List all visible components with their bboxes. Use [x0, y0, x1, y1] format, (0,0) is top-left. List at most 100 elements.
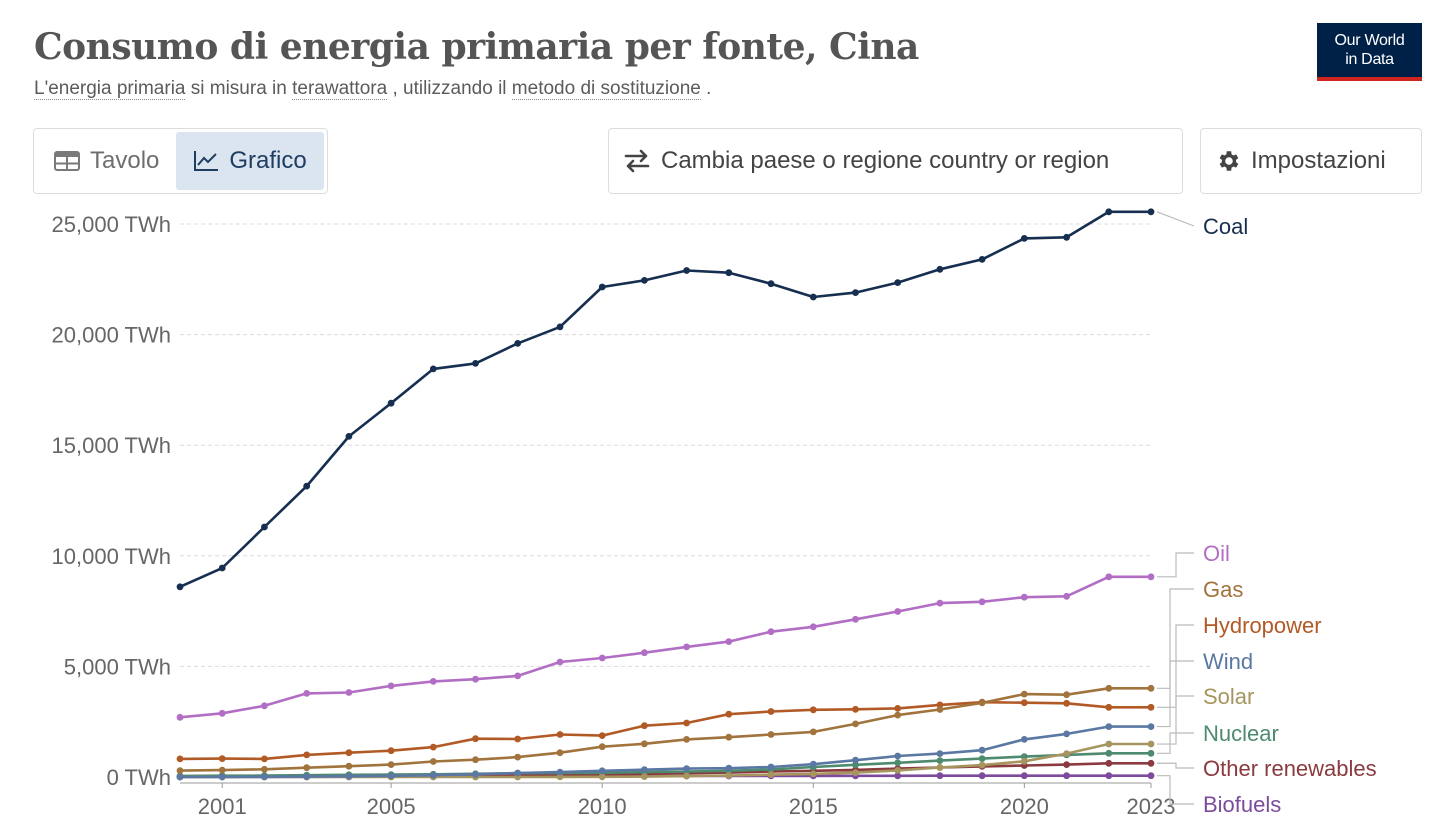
series-line-nuclear[interactable]: [179, 751, 1151, 778]
data-point-oil[interactable]: [767, 628, 775, 636]
series-label-hydropower[interactable]: Hydropower: [1203, 613, 1322, 638]
data-point-coal[interactable]: [556, 323, 564, 331]
data-point-wind[interactable]: [556, 768, 564, 776]
data-point-gas[interactable]: [1063, 691, 1070, 699]
data-point-gas[interactable]: [176, 767, 184, 774]
data-point-hydropower[interactable]: [514, 735, 522, 743]
data-point-hydropower[interactable]: [809, 706, 817, 714]
data-point-hydropower[interactable]: [1063, 699, 1070, 707]
data-point-solar[interactable]: [936, 764, 944, 771]
data-point-solar[interactable]: [556, 773, 564, 781]
series-label-other-renewables[interactable]: Other renewables: [1203, 756, 1377, 781]
data-point-wind[interactable]: [767, 763, 775, 771]
data-point-coal[interactable]: [514, 340, 522, 347]
data-point-solar[interactable]: [641, 773, 648, 780]
data-point-coal[interactable]: [894, 279, 902, 286]
data-point-wind[interactable]: [725, 764, 733, 772]
data-point-gas[interactable]: [556, 749, 564, 757]
data-point-oil[interactable]: [1020, 593, 1028, 601]
method-link[interactable]: metodo di sostituzione: [511, 78, 701, 100]
data-point-gas[interactable]: [261, 765, 268, 773]
data-point-wind[interactable]: [978, 746, 986, 754]
data-point-oil[interactable]: [1105, 573, 1113, 581]
data-point-nuclear[interactable]: [1147, 749, 1155, 757]
data-point-biofuels[interactable]: [1147, 772, 1155, 780]
data-point-coal[interactable]: [936, 265, 944, 273]
data-point-gas[interactable]: [1020, 690, 1028, 698]
data-point-wind[interactable]: [598, 767, 606, 775]
data-point-gas[interactable]: [725, 733, 733, 741]
data-point-other-renewables[interactable]: [1063, 761, 1070, 768]
data-point-coal[interactable]: [725, 269, 733, 277]
data-point-gas[interactable]: [429, 758, 437, 765]
data-point-coal[interactable]: [472, 360, 479, 367]
data-point-solar[interactable]: [683, 772, 690, 780]
data-point-gas[interactable]: [894, 711, 902, 719]
data-point-wind[interactable]: [936, 750, 944, 757]
data-point-gas[interactable]: [978, 699, 986, 707]
data-point-coal[interactable]: [1063, 233, 1070, 241]
data-point-other-renewables[interactable]: [1147, 759, 1155, 767]
data-point-hydropower[interactable]: [1105, 703, 1113, 711]
data-point-gas[interactable]: [472, 756, 479, 764]
data-point-solar[interactable]: [894, 767, 902, 774]
data-point-coal[interactable]: [641, 277, 648, 284]
data-point-nuclear[interactable]: [894, 759, 902, 767]
data-point-biofuels[interactable]: [1063, 772, 1070, 780]
settings-button[interactable]: Impostazioni: [1200, 128, 1422, 194]
data-point-wind[interactable]: [345, 772, 353, 780]
data-point-wind[interactable]: [261, 773, 268, 781]
data-point-gas[interactable]: [598, 743, 606, 751]
data-point-wind[interactable]: [387, 772, 395, 780]
data-point-oil[interactable]: [598, 654, 606, 662]
data-point-coal[interactable]: [218, 564, 226, 572]
data-point-gas[interactable]: [218, 766, 226, 774]
data-point-coal[interactable]: [978, 256, 986, 263]
data-point-wind[interactable]: [809, 760, 817, 768]
data-point-coal[interactable]: [852, 289, 859, 296]
series-label-wind[interactable]: Wind: [1203, 649, 1253, 674]
data-point-biofuels[interactable]: [936, 772, 944, 780]
data-point-wind[interactable]: [683, 765, 690, 772]
data-point-gas[interactable]: [1105, 684, 1113, 692]
data-point-gas[interactable]: [767, 731, 775, 738]
data-point-oil[interactable]: [725, 638, 733, 645]
data-point-wind[interactable]: [514, 769, 522, 777]
data-point-oil[interactable]: [303, 690, 311, 697]
tab-chart[interactable]: Grafico: [176, 132, 324, 190]
series-label-gas[interactable]: Gas: [1203, 577, 1243, 602]
data-point-oil[interactable]: [641, 649, 648, 657]
series-line-wind[interactable]: [179, 725, 1151, 779]
data-point-hydropower[interactable]: [1147, 703, 1155, 711]
data-point-solar[interactable]: [725, 772, 733, 779]
data-point-hydropower[interactable]: [852, 705, 859, 713]
data-point-oil[interactable]: [852, 615, 859, 623]
series-label-coal[interactable]: Coal: [1203, 214, 1248, 239]
data-point-solar[interactable]: [1063, 750, 1070, 757]
data-point-coal[interactable]: [429, 365, 437, 373]
data-point-gas[interactable]: [809, 728, 817, 736]
data-point-hydropower[interactable]: [767, 708, 775, 715]
data-point-solar[interactable]: [1020, 757, 1028, 765]
data-point-hydropower[interactable]: [176, 755, 184, 763]
data-point-wind[interactable]: [1020, 736, 1028, 743]
series-label-solar[interactable]: Solar: [1203, 684, 1254, 709]
data-point-coal[interactable]: [303, 482, 311, 490]
data-point-nuclear[interactable]: [978, 755, 986, 762]
data-point-oil[interactable]: [809, 623, 817, 631]
data-point-solar[interactable]: [978, 761, 986, 769]
data-point-coal[interactable]: [1147, 208, 1155, 216]
data-point-wind[interactable]: [176, 773, 184, 781]
data-point-gas[interactable]: [345, 762, 353, 770]
data-point-oil[interactable]: [472, 675, 479, 683]
data-point-wind[interactable]: [852, 756, 859, 764]
data-point-hydropower[interactable]: [556, 731, 564, 738]
data-point-hydropower[interactable]: [261, 755, 268, 763]
data-point-biofuels[interactable]: [1105, 772, 1113, 780]
data-point-oil[interactable]: [978, 598, 986, 606]
series-line-gas[interactable]: [179, 686, 1151, 772]
data-point-wind[interactable]: [1105, 723, 1113, 730]
data-point-hydropower[interactable]: [303, 751, 311, 759]
data-point-nuclear[interactable]: [1105, 749, 1113, 757]
data-point-oil[interactable]: [1063, 592, 1070, 600]
